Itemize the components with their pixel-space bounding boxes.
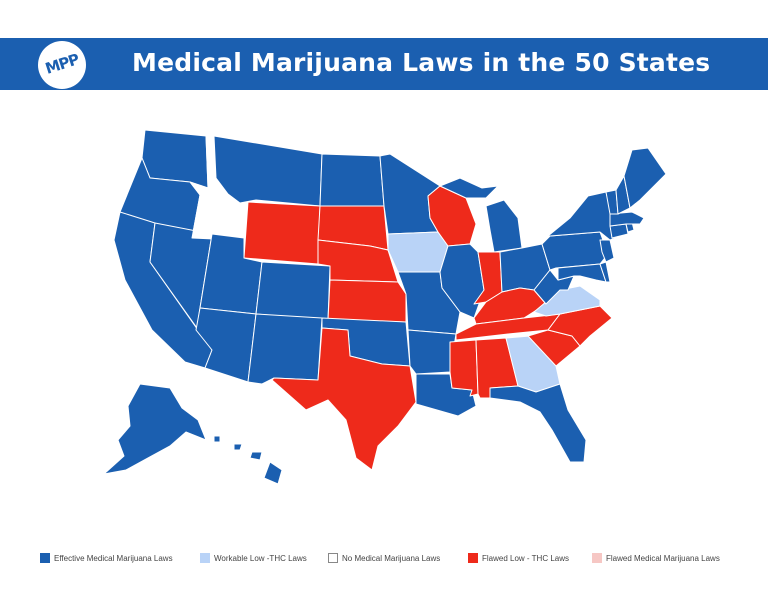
state-massachusetts — [609, 211, 645, 227]
legend-swatch — [328, 553, 338, 563]
legend-label: No Medical Marijuana Laws — [342, 553, 441, 563]
state-michigan-up — [439, 177, 499, 199]
state-mississippi — [449, 339, 479, 397]
state-delaware — [599, 261, 611, 283]
state-texas — [271, 327, 417, 471]
legend-item-flawed: Flawed Medical Marijuana Laws — [592, 551, 720, 565]
state-florida — [489, 383, 587, 463]
state-hawaii-oahu — [233, 443, 243, 451]
legend-swatch — [40, 553, 50, 563]
state-maine — [623, 147, 667, 209]
state-north-dakota — [319, 153, 385, 207]
state-new-mexico — [247, 313, 323, 385]
state-colorado — [255, 261, 331, 321]
legend-label: Effective Medical Marijuana Laws — [54, 553, 173, 563]
legend-item-none: No Medical Marijuana Laws — [328, 551, 440, 565]
legend: Effective Medical Marijuana Laws Workabl… — [40, 551, 760, 565]
page-title: Medical Marijuana Laws in the 50 States — [132, 48, 711, 77]
state-new-jersey — [599, 239, 615, 263]
state-hawaii-big — [263, 461, 283, 485]
state-hawaii-kauai — [213, 435, 221, 443]
state-montana — [213, 135, 323, 207]
legend-label: Workable Low -THC Laws — [214, 553, 307, 563]
state-michigan-lp — [485, 199, 523, 253]
state-iowa — [387, 231, 449, 273]
state-kansas — [327, 279, 407, 323]
legend-label: Flawed Medical Marijuana Laws — [606, 553, 720, 563]
legend-swatch — [592, 553, 602, 563]
legend-item-workable: Workable Low -THC Laws — [200, 551, 307, 565]
state-arkansas — [407, 329, 457, 375]
legend-swatch — [200, 553, 210, 563]
state-hawaii-maui — [249, 451, 263, 461]
legend-item-effective: Effective Medical Marijuana Laws — [40, 551, 173, 565]
legend-item-flawed-low: Flawed Low - THC Laws — [468, 551, 569, 565]
state-wyoming — [243, 201, 321, 265]
legend-swatch — [468, 553, 478, 563]
state-alaska — [103, 383, 207, 475]
title-banner: MPP Medical Marijuana Laws in the 50 Sta… — [0, 38, 768, 90]
legend-label: Flawed Low - THC Laws — [482, 553, 569, 563]
mpp-logo: MPP — [38, 41, 86, 89]
